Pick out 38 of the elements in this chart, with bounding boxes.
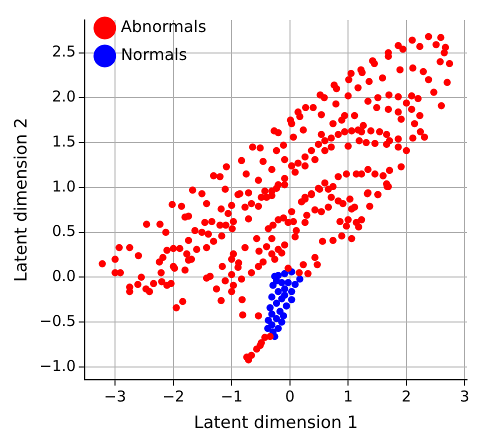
point	[282, 302, 290, 310]
y-tick-label: 0.5	[52, 222, 76, 240]
point	[272, 314, 280, 322]
x-tick-label: 2	[402, 387, 412, 406]
x-tick-label: −1	[220, 387, 243, 406]
point	[278, 318, 286, 326]
point	[268, 293, 276, 301]
point	[281, 292, 288, 299]
y-axis-title: Latent dimension 2	[12, 118, 32, 282]
y-tick-label: −1.0	[39, 356, 76, 375]
point	[281, 270, 288, 278]
point	[264, 324, 272, 332]
point	[281, 285, 288, 293]
y-tick-label: −0.5	[39, 312, 76, 330]
point	[274, 324, 282, 332]
x-tick-label: −3	[104, 387, 126, 406]
point	[288, 296, 296, 304]
legend-label: Abnormals	[120, 17, 206, 36]
x-axis-title: Latent dimension 1	[194, 413, 358, 434]
x-tick-label: 1	[343, 387, 353, 406]
y-tick-label: 2.0	[52, 88, 76, 106]
point	[268, 310, 276, 318]
x-tick-label: 0	[285, 387, 295, 406]
legend-label: Normals	[120, 45, 188, 64]
point	[288, 288, 296, 296]
point	[292, 280, 299, 288]
y-tick-label: 0.0	[52, 267, 76, 286]
point	[280, 312, 288, 320]
x-tick-label: −2	[162, 387, 184, 406]
y-tick-label: 2.5	[52, 42, 76, 61]
point	[274, 288, 282, 296]
point	[284, 279, 292, 286]
x-tick-label: 3	[460, 387, 470, 406]
point	[266, 304, 274, 312]
y-tick-label: 1.5	[52, 132, 76, 150]
y-tick-label: 1.0	[52, 177, 76, 196]
point	[296, 275, 304, 283]
point	[272, 300, 280, 307]
